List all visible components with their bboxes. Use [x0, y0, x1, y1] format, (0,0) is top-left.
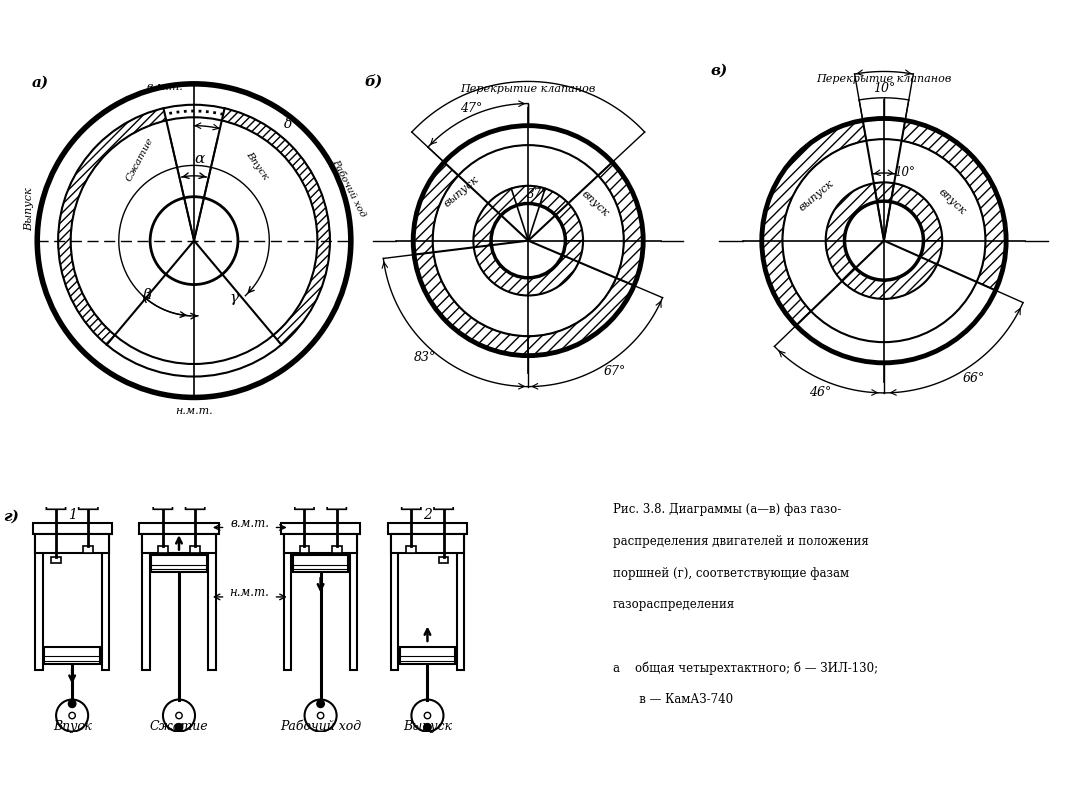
- Text: выпуск: выпуск: [797, 178, 835, 213]
- Bar: [390, 534, 465, 552]
- Bar: [44, 647, 100, 664]
- Circle shape: [68, 700, 75, 708]
- Text: 10°: 10°: [873, 82, 895, 95]
- Bar: [36, 534, 109, 552]
- Polygon shape: [598, 163, 644, 286]
- Text: н.м.т.: н.м.т.: [230, 586, 270, 599]
- Polygon shape: [826, 182, 942, 299]
- Text: Перекрытие клапанов: Перекрытие клапанов: [460, 84, 596, 94]
- Bar: [142, 534, 216, 552]
- Text: γ: γ: [230, 291, 238, 305]
- Bar: [151, 555, 207, 572]
- Text: впуск: впуск: [936, 186, 967, 216]
- Text: Рис. 3.8. Диаграммы (а—в) фаз газо-: Рис. 3.8. Диаграммы (а—в) фаз газо-: [613, 503, 841, 516]
- Text: 67°: 67°: [604, 365, 625, 378]
- Bar: [139, 523, 219, 534]
- Text: 2: 2: [423, 508, 432, 522]
- Text: впуск: впуск: [579, 189, 610, 219]
- Polygon shape: [153, 493, 172, 509]
- Bar: [388, 523, 467, 534]
- Bar: [439, 557, 448, 563]
- Text: 47°: 47°: [459, 102, 482, 115]
- Text: газораспределения: газораспределения: [613, 598, 735, 611]
- Bar: [101, 534, 109, 670]
- Bar: [332, 546, 342, 552]
- Bar: [32, 523, 112, 534]
- Bar: [83, 546, 93, 552]
- Polygon shape: [762, 121, 867, 326]
- Text: a): a): [32, 76, 50, 89]
- Text: 10°: 10°: [894, 166, 915, 179]
- Polygon shape: [294, 493, 314, 509]
- Circle shape: [176, 724, 183, 731]
- Bar: [158, 546, 168, 552]
- Polygon shape: [46, 493, 66, 509]
- Text: г): г): [2, 510, 18, 524]
- Text: α: α: [194, 152, 205, 166]
- Text: Рабочий ход: Рабочий ход: [330, 158, 368, 219]
- Bar: [293, 555, 348, 572]
- Text: Сжатие: Сжатие: [124, 136, 155, 182]
- Text: Перекрытие клапанов: Перекрытие клапанов: [816, 74, 952, 84]
- Text: Впуск: Впуск: [53, 720, 92, 733]
- Text: н.м.т.: н.м.т.: [176, 406, 212, 416]
- Polygon shape: [528, 278, 634, 356]
- Text: Выпуск: Выпуск: [403, 720, 452, 733]
- Text: 1: 1: [68, 508, 77, 522]
- Bar: [142, 534, 150, 670]
- Text: Рабочий ход: Рабочий ход: [280, 720, 361, 733]
- Text: 46°: 46°: [808, 386, 831, 398]
- Bar: [208, 534, 216, 670]
- Polygon shape: [434, 493, 453, 509]
- Bar: [406, 546, 416, 552]
- Text: выпуск: выпуск: [443, 174, 481, 209]
- Text: 83°: 83°: [413, 351, 436, 365]
- Text: в.м.т.: в.м.т.: [147, 82, 183, 92]
- Polygon shape: [414, 252, 528, 356]
- Bar: [284, 534, 358, 552]
- Circle shape: [317, 700, 324, 708]
- Bar: [300, 546, 309, 552]
- Text: 66°: 66°: [963, 372, 984, 385]
- Bar: [350, 534, 358, 670]
- Polygon shape: [222, 108, 330, 345]
- Text: Впуск: Впуск: [244, 150, 270, 181]
- Polygon shape: [58, 108, 166, 345]
- Bar: [400, 647, 455, 664]
- Text: Выпуск: Выпуск: [24, 188, 33, 231]
- Text: в.м.т.: в.м.т.: [230, 517, 270, 529]
- Polygon shape: [473, 186, 583, 295]
- Text: поршней (г), соответствующие фазам: поршней (г), соответствующие фазам: [613, 567, 849, 579]
- Bar: [36, 534, 43, 670]
- Polygon shape: [327, 493, 346, 509]
- Bar: [457, 534, 465, 670]
- Text: Сжатие: Сжатие: [150, 720, 208, 733]
- Polygon shape: [79, 493, 98, 509]
- Text: β: β: [142, 288, 151, 302]
- Bar: [281, 523, 360, 534]
- Text: распределения двигателей и положения: распределения двигателей и положения: [613, 535, 869, 548]
- Bar: [51, 557, 60, 563]
- Text: в): в): [710, 64, 728, 78]
- Text: а    общая четырехтактного; б — ЗИЛ-130;: а общая четырехтактного; б — ЗИЛ-130;: [613, 661, 879, 675]
- Polygon shape: [185, 493, 205, 509]
- Text: δ: δ: [284, 117, 292, 130]
- Bar: [284, 534, 291, 670]
- Bar: [390, 534, 398, 670]
- Polygon shape: [901, 121, 1006, 290]
- Circle shape: [424, 724, 431, 731]
- Text: 37°: 37°: [527, 188, 548, 201]
- Text: в — КамАЗ-740: в — КамАЗ-740: [613, 693, 733, 705]
- Polygon shape: [402, 493, 420, 509]
- Text: б): б): [364, 74, 383, 88]
- Polygon shape: [413, 163, 458, 255]
- Bar: [191, 546, 199, 552]
